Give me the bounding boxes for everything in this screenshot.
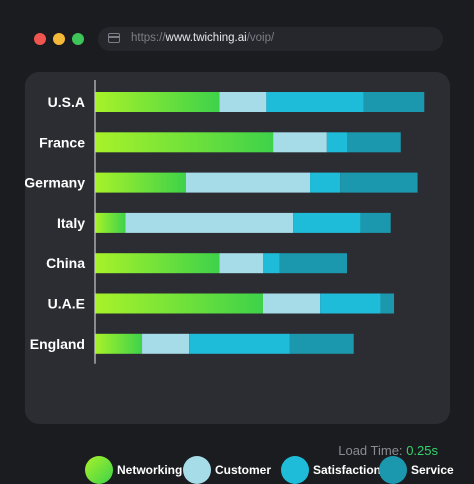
legend-swatch <box>183 456 211 484</box>
bar-segment-customer[interactable] <box>263 293 321 314</box>
bar-segment-networking[interactable] <box>95 333 143 354</box>
load-time: Load Time: 0.25s <box>338 443 438 458</box>
legend-swatch <box>379 456 407 484</box>
bar-segment-networking[interactable] <box>95 132 274 153</box>
legend-swatch <box>85 456 113 484</box>
bar-segment-service[interactable] <box>347 132 401 153</box>
bar-segment-service[interactable] <box>360 212 391 233</box>
bar-segment-satisfaction[interactable] <box>266 92 364 112</box>
legend-swatch <box>281 456 309 484</box>
bar-segment-customer[interactable] <box>185 172 311 193</box>
bar-segment-customer[interactable] <box>219 92 267 112</box>
bar-segment-satisfaction[interactable] <box>310 172 341 193</box>
bar-segment-satisfaction[interactable] <box>263 253 280 274</box>
bar-segment-satisfaction[interactable] <box>326 132 347 153</box>
url-path: /voip/ <box>246 32 275 44</box>
category-label: France <box>39 134 85 150</box>
minimize-window-dot[interactable] <box>53 33 65 45</box>
bar-segment-service[interactable] <box>363 92 425 112</box>
bar-segment-service[interactable] <box>289 333 354 354</box>
url-prefix: https:// <box>131 32 166 44</box>
url-text: https://www.twiching.ai/voip/ <box>131 32 274 44</box>
bar-segment-customer[interactable] <box>125 212 294 233</box>
address-bar[interactable]: https://www.twiching.ai/voip/ <box>98 27 443 51</box>
maximize-window-dot[interactable] <box>72 33 84 45</box>
legend-label: Networking <box>117 463 183 477</box>
bar-segment-networking[interactable] <box>95 293 263 314</box>
bar-segment-service[interactable] <box>380 293 395 314</box>
bar-segment-networking[interactable] <box>95 212 126 233</box>
bar-segment-customer[interactable] <box>273 132 327 153</box>
category-label: England <box>30 336 85 352</box>
url-host: www.twiching.ai <box>165 32 247 44</box>
bar-segment-satisfaction[interactable] <box>320 293 381 314</box>
load-time-label: Load Time: <box>338 443 403 458</box>
category-label: Italy <box>57 215 85 231</box>
window-titlebar: https://www.twiching.ai/voip/ <box>0 0 474 70</box>
bar-segment-customer[interactable] <box>142 333 190 354</box>
legend-label: Service <box>411 463 454 477</box>
category-label: China <box>46 255 85 271</box>
bar-segment-customer[interactable] <box>219 253 263 274</box>
bar-segment-service[interactable] <box>340 172 418 193</box>
stacked-bar-chart: U.S.A France Germany Italy China U.A.E England <box>25 80 425 364</box>
bar-segment-networking[interactable] <box>95 172 186 193</box>
category-label: Germany <box>25 175 85 191</box>
bar-segment-networking[interactable] <box>95 92 220 112</box>
category-label: U.A.E <box>48 296 85 312</box>
bar-segment-service[interactable] <box>279 253 347 274</box>
bar-segment-satisfaction[interactable] <box>189 333 290 354</box>
close-window-dot[interactable] <box>34 33 46 45</box>
legend-label: Customer <box>215 463 272 477</box>
load-time-value: 0.25s <box>406 443 438 458</box>
legend-label: Satisfaction <box>313 463 382 477</box>
category-label: U.S.A <box>48 94 85 110</box>
bar-segment-satisfaction[interactable] <box>293 212 361 233</box>
chart-card: U.S.A France Germany Italy China U.A.E England… <box>25 72 454 484</box>
browser-tab-icon <box>108 33 120 43</box>
bar-segment-networking[interactable] <box>95 253 220 274</box>
